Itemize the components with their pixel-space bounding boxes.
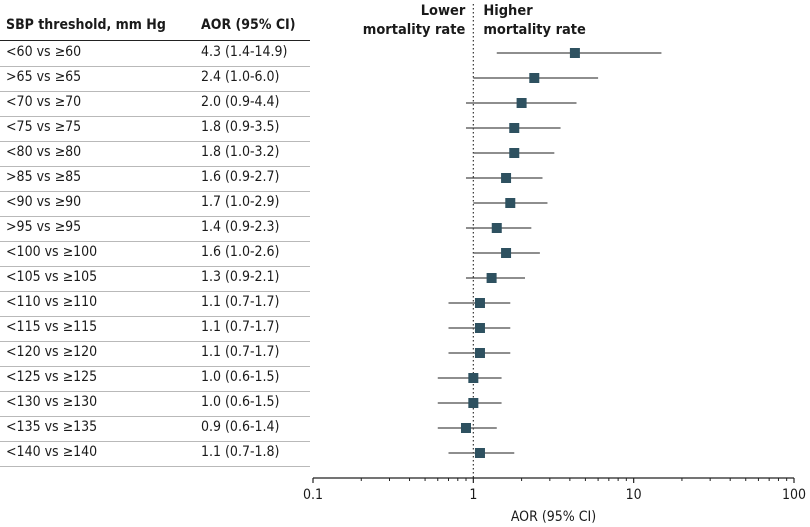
aor-marker: [491, 223, 502, 233]
aor-marker: [501, 173, 512, 183]
table-row: <125 vs ≥125 1.0 (0.6-1.5): [0, 366, 310, 392]
aor-column-header: AOR (95% CI): [201, 17, 296, 33]
threshold-label: <115 vs ≥115: [6, 319, 98, 335]
aor-value: 1.1 (0.7-1.7): [201, 344, 280, 360]
aor-value: 1.6 (0.9-2.7): [201, 169, 280, 185]
x-tick-label: 10: [626, 487, 642, 503]
aor-marker: [509, 148, 520, 158]
aor-value: 1.0 (0.6-1.5): [201, 369, 280, 385]
table-row: <140 vs ≥140 1.1 (0.7-1.8): [0, 441, 310, 467]
table-row: <105 vs ≥105 1.3 (0.9-2.1): [0, 266, 310, 292]
x-tick-label: 0.1: [303, 487, 323, 503]
aor-marker: [501, 248, 512, 258]
aor-value: 1.8 (0.9-3.5): [201, 119, 280, 135]
aor-marker: [474, 348, 485, 358]
threshold-label: <105 vs ≥105: [6, 269, 98, 285]
table-row: >85 vs ≥85 1.6 (0.9-2.7): [0, 166, 310, 192]
aor-marker: [505, 198, 516, 208]
aor-value: 2.0 (0.9-4.4): [201, 94, 280, 110]
aor-value: 1.1 (0.7-1.7): [201, 319, 280, 335]
aor-marker: [468, 398, 479, 408]
threshold-label: >95 vs ≥95: [6, 219, 82, 235]
table-row: <130 vs ≥130 1.0 (0.6-1.5): [0, 391, 310, 417]
aor-marker: [474, 448, 485, 458]
threshold-label: >85 vs ≥85: [6, 169, 82, 185]
aor-marker: [509, 123, 520, 133]
threshold-label: <110 vs ≥110: [6, 294, 98, 310]
table-row: >65 vs ≥65 2.4 (1.0-6.0): [0, 66, 310, 92]
threshold-label: >65 vs ≥65: [6, 69, 82, 85]
table-row: <90 vs ≥90 1.7 (1.0-2.9): [0, 191, 310, 217]
table-row: <75 vs ≥75 1.8 (0.9-3.5): [0, 116, 310, 142]
header-rule: [0, 40, 310, 41]
table-row: <100 vs ≥100 1.6 (1.0-2.6): [0, 241, 310, 267]
threshold-label: <70 vs ≥70: [6, 94, 82, 110]
aor-value: 1.4 (0.9-2.3): [201, 219, 280, 235]
aor-marker: [516, 98, 527, 108]
x-tick-label: 1: [469, 487, 477, 503]
threshold-label: <120 vs ≥120: [6, 344, 98, 360]
aor-value: 1.6 (1.0-2.6): [201, 244, 280, 260]
aor-value: 1.7 (1.0-2.9): [201, 194, 280, 210]
lower-mortality-annotation: Lower: [421, 3, 466, 19]
aor-marker: [468, 373, 479, 383]
threshold-label: <80 vs ≥80: [6, 144, 82, 160]
aor-marker: [474, 323, 485, 333]
aor-marker: [569, 48, 580, 58]
aor-value: 4.3 (1.4-14.9): [201, 44, 288, 60]
table-row: <70 vs ≥70 2.0 (0.9-4.4): [0, 91, 310, 117]
x-tick-label: 100: [782, 487, 806, 503]
threshold-table: SBP threshold, mm Hg AOR (95% CI) <60 vs…: [0, 0, 310, 470]
aor-marker: [474, 298, 485, 308]
lower-mortality-annotation: mortality rate: [363, 22, 466, 38]
threshold-label: <130 vs ≥130: [6, 394, 98, 410]
aor-value: 2.4 (1.0-6.0): [201, 69, 280, 85]
threshold-column-header: SBP threshold, mm Hg: [6, 17, 166, 33]
aor-value: 1.0 (0.6-1.5): [201, 394, 280, 410]
aor-value: 1.8 (1.0-3.2): [201, 144, 280, 160]
aor-value: 1.3 (0.9-2.1): [201, 269, 280, 285]
higher-mortality-annotation: mortality rate: [483, 22, 586, 38]
table-row: <135 vs ≥135 0.9 (0.6-1.4): [0, 416, 310, 442]
threshold-label: <140 vs ≥140: [6, 444, 98, 460]
aor-marker: [529, 73, 540, 83]
aor-value: 1.1 (0.7-1.7): [201, 294, 280, 310]
table-row: >95 vs ≥95 1.4 (0.9-2.3): [0, 216, 310, 242]
threshold-label: <125 vs ≥125: [6, 369, 98, 385]
table-row: <120 vs ≥120 1.1 (0.7-1.7): [0, 341, 310, 367]
table-row: <115 vs ≥115 1.1 (0.7-1.7): [0, 316, 310, 342]
threshold-label: <90 vs ≥90: [6, 194, 82, 210]
threshold-label: <60 vs ≥60: [6, 44, 82, 60]
aor-value: 0.9 (0.6-1.4): [201, 419, 280, 435]
table-row: <110 vs ≥110 1.1 (0.7-1.7): [0, 291, 310, 317]
table-row: <60 vs ≥60 4.3 (1.4-14.9): [0, 41, 310, 67]
aor-marker: [486, 273, 497, 283]
threshold-label: <75 vs ≥75: [6, 119, 82, 135]
threshold-label: <100 vs ≥100: [6, 244, 98, 260]
aor-value: 1.1 (0.7-1.8): [201, 444, 280, 460]
x-axis-label: AOR (95% CI): [511, 509, 596, 525]
threshold-label: <135 vs ≥135: [6, 419, 98, 435]
table-row: <80 vs ≥80 1.8 (1.0-3.2): [0, 141, 310, 167]
higher-mortality-annotation: Higher: [483, 3, 533, 19]
aor-marker: [460, 423, 471, 433]
